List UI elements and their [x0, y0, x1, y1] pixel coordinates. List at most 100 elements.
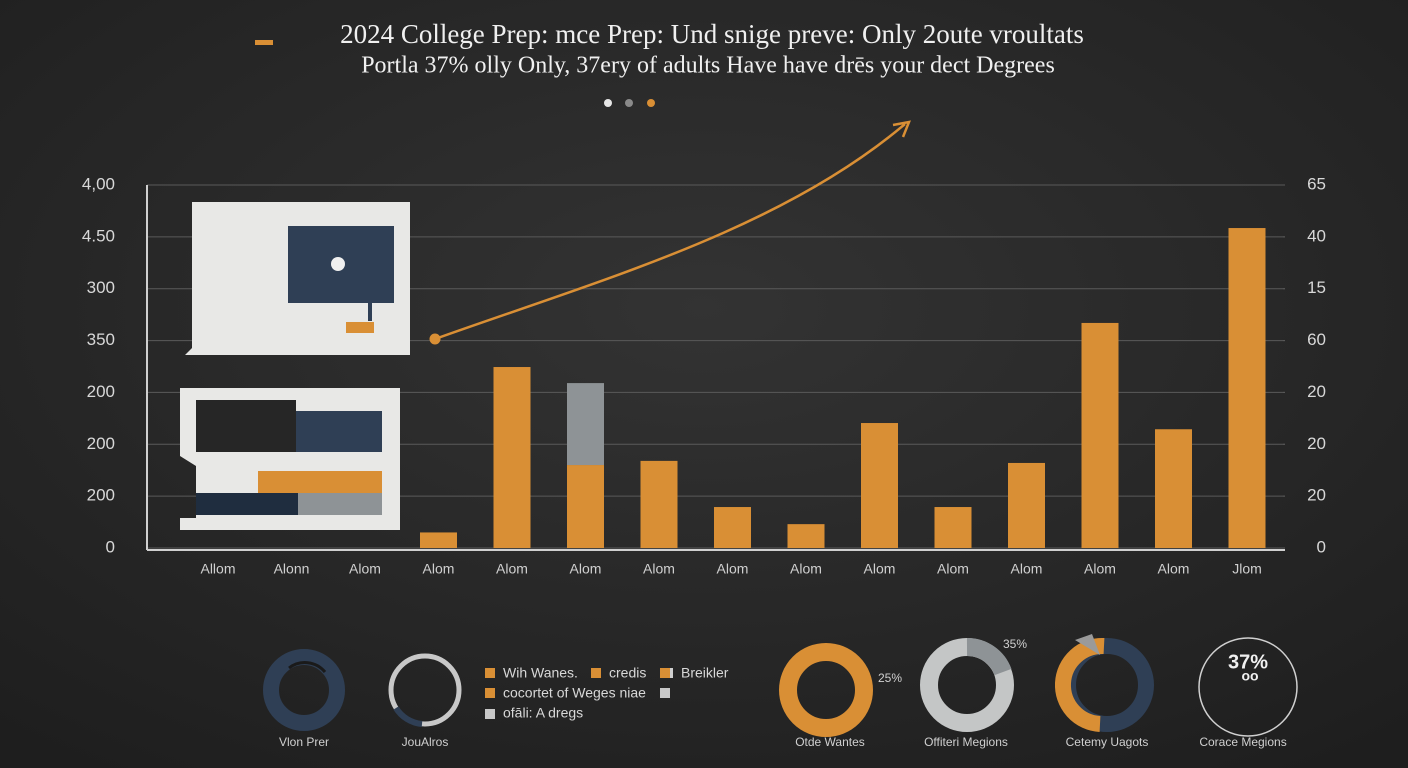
donut-arc — [966, 637, 1012, 676]
y-tick-label: 200 — [87, 486, 115, 505]
dot — [647, 99, 655, 107]
dot — [625, 99, 633, 107]
book-gap — [196, 400, 296, 452]
arrow-head — [892, 120, 912, 138]
legend-swatch — [660, 688, 670, 698]
legend-swatch — [591, 668, 601, 678]
donut-wedge — [1075, 634, 1100, 655]
y-tick-label: 200 — [87, 434, 115, 453]
legend-label: Wih Wanes. — [503, 665, 578, 681]
legend-label: Breikler — [681, 665, 729, 681]
y2-tick-label: 65 — [1307, 174, 1326, 193]
legend-swatch — [485, 668, 495, 678]
monitor-icon — [185, 202, 410, 355]
bar — [787, 524, 825, 548]
x-tick-label: Alom — [1011, 561, 1043, 577]
book-block — [196, 493, 298, 515]
donut-label: Vlon Prer — [279, 735, 329, 749]
x-tick-label: Alom — [349, 561, 381, 577]
x-tick-label: Jlom — [1232, 561, 1262, 577]
bar — [934, 507, 972, 548]
y2-tick-label: 20 — [1307, 434, 1326, 453]
y-tick-label: 350 — [87, 330, 115, 349]
y2-tick-label: 60 — [1307, 330, 1326, 349]
bar — [567, 383, 604, 466]
donut-label: Offiteri Megions — [924, 735, 1008, 749]
donut-label: Cetemy Uagots — [1066, 735, 1149, 749]
bar — [1008, 462, 1045, 548]
pager-dots — [604, 99, 655, 107]
legend-swatch — [485, 688, 495, 698]
book-block — [258, 471, 382, 493]
book-icon — [180, 388, 400, 530]
bar — [714, 507, 751, 548]
bar — [861, 423, 898, 548]
y-tick-label: 4,00 — [82, 174, 115, 193]
donut — [388, 653, 462, 727]
y2-tick-label: 20 — [1307, 382, 1326, 401]
bar — [1081, 322, 1119, 548]
x-tick-label: Alom — [570, 561, 602, 577]
dot — [604, 99, 612, 107]
stand-base — [346, 322, 374, 333]
bar — [1155, 429, 1192, 548]
title-accent — [255, 40, 273, 45]
donut — [1198, 637, 1298, 737]
x-tick-label: Alom — [496, 561, 528, 577]
donut-arc — [393, 706, 423, 727]
y2-tick-label: 20 — [1307, 486, 1326, 505]
x-tick-label: Alonn — [274, 561, 310, 577]
legend-swatch — [670, 668, 673, 678]
y2-tick-label: 15 — [1307, 278, 1326, 297]
y-tick-label: 4.50 — [82, 226, 115, 245]
legend-label: ofāli: A dregs — [503, 705, 583, 721]
legend: Wih Wanes. credis Breikler cocortet of W… — [485, 665, 729, 721]
bar — [493, 367, 531, 548]
y2-tick-label: 0 — [1317, 537, 1326, 556]
x-tick-label: Alom — [790, 561, 822, 577]
book-block — [298, 493, 382, 515]
donut-label: Otde Wantes — [795, 735, 865, 749]
donut — [263, 649, 345, 731]
donut-percent: 35% — [1003, 637, 1027, 651]
book-block — [296, 411, 382, 452]
x-tick-label: Alom — [937, 561, 969, 577]
plot: 0 200 200 200 350 300 4.50 4,00 0 20 20 20 60 15 40 65 A… — [82, 174, 1326, 576]
x-tick-label: Alom — [1158, 561, 1190, 577]
y2-tick-label: 40 — [1307, 226, 1326, 245]
stand — [368, 303, 372, 321]
donut-arc — [288, 661, 327, 674]
donut-percent: 25% — [878, 671, 902, 685]
legend-swatch — [660, 668, 670, 678]
x-tick-label: Alom — [717, 561, 749, 577]
donut-label: JouAlros — [402, 735, 449, 749]
donut — [779, 643, 873, 737]
bar — [420, 532, 457, 548]
bar — [640, 460, 678, 548]
screen-dot — [331, 257, 345, 271]
x-tick-label: Alom — [643, 561, 675, 577]
donut-arc — [1055, 637, 1105, 732]
x-tick-label: Alom — [864, 561, 896, 577]
legend-label: credis — [609, 665, 646, 681]
donut-percent: 37% — [1228, 651, 1268, 673]
arrow-start — [429, 333, 441, 345]
bar — [567, 465, 604, 548]
legend-swatch — [485, 709, 495, 719]
chart-subtitle: Portla 37% olly Only, 37ery of adults Ha… — [361, 53, 1055, 79]
legend-label: cocortet of Weges niae — [503, 685, 646, 701]
x-tick-label: Alom — [423, 561, 455, 577]
donut-sub: oo — [1241, 668, 1258, 684]
y-tick-label: 200 — [87, 382, 115, 401]
donuts: Vlon Prer JouAlros 25% Otde Wantes 35% O… — [263, 634, 1298, 749]
x-tick-label: Allom — [200, 561, 235, 577]
bar — [1228, 228, 1266, 548]
arrow-line — [434, 123, 906, 341]
donut-label: Corace Megions — [1199, 735, 1286, 749]
y-tick-label: 300 — [87, 278, 115, 297]
y-tick-label: 0 — [106, 537, 115, 556]
trend-arrow — [429, 120, 912, 345]
x-tick-label: Alom — [1084, 561, 1116, 577]
